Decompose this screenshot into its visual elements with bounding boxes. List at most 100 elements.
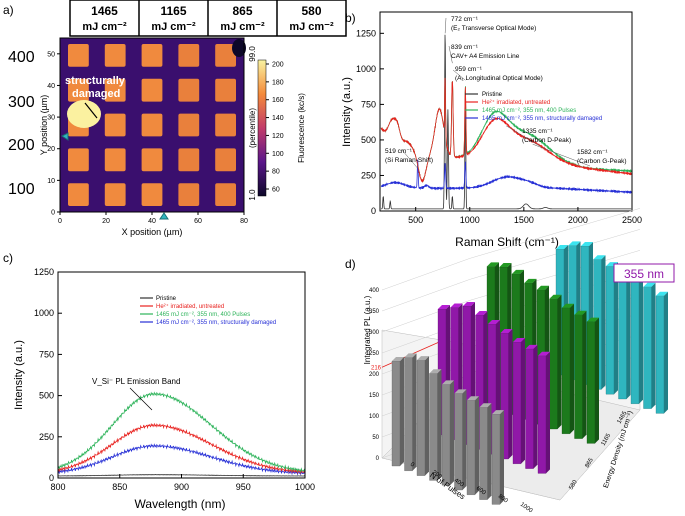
bar3d-ztick-label: 400 <box>369 288 380 294</box>
bar3d-pulse-tick-label: 600 <box>475 486 487 497</box>
pl-series-damaged <box>57 443 306 476</box>
heatmap-cell <box>178 113 200 137</box>
side-label-100: 100 <box>8 181 35 198</box>
bar3d-bar-side <box>639 275 643 404</box>
pl-ytick-label: 1000 <box>34 308 54 318</box>
bar3d-bar-top <box>568 241 581 246</box>
bar3d-bar-top <box>500 329 513 333</box>
raman-annotation-leader <box>452 69 466 81</box>
bar3d-bar <box>655 295 665 414</box>
bar3d-bar-side <box>614 262 618 395</box>
heatmap-ytick-label: 50 <box>47 51 55 58</box>
colorbar-percentile-top: 99.0 <box>248 46 257 62</box>
bar3d-bar-top <box>513 338 525 342</box>
fluence-box-1-unit: mJ cm⁻² <box>82 21 127 33</box>
pl-frame <box>57 271 306 479</box>
raman-legend-label-2: He²⁺ irradiated, untreated <box>482 99 550 106</box>
raman-annot-1335-line1: 1335 cm⁻¹ <box>522 128 553 135</box>
raman-xtick-label: 500 <box>408 215 423 225</box>
bar3d-bar-side <box>462 389 467 490</box>
raman-annotation-leader <box>444 17 447 34</box>
heatmap-xtick-label: 60 <box>194 218 202 225</box>
bar3d-bar-top <box>525 344 538 349</box>
raman-ylabel: Intensity (a.u.) <box>341 77 353 147</box>
colorbar-percentile-bottom: 1.0 <box>248 189 257 201</box>
side-label-400: 400 <box>8 49 35 66</box>
heatmap-cell <box>178 78 200 102</box>
bar3d-bar <box>512 341 522 464</box>
raman-annot-519-line1: 519 cm⁻¹ <box>385 148 413 155</box>
bar3d-bar <box>525 348 534 469</box>
bar3d-gridline <box>469 208 641 259</box>
pl-xtick-label: 1000 <box>295 482 315 492</box>
bar3d-bar-top <box>392 357 404 361</box>
heatmap-ytick-label: 40 <box>47 83 55 90</box>
heatmap-xtick-label: 40 <box>148 218 156 225</box>
pl-ytick-label: 0 <box>49 473 54 483</box>
bar3d-bar-side <box>450 380 454 486</box>
raman-legend-label-1: Pristine <box>482 92 503 98</box>
heatmap-cell <box>68 183 89 206</box>
bar3d-bar-top <box>467 396 479 401</box>
pl-xtick-label: 950 <box>236 482 251 492</box>
raman-series-400-pulses <box>380 77 632 183</box>
heatmap-cell <box>104 183 126 206</box>
raman-annot-772-line2: (E₂ Transverse Optical Mode) <box>451 25 536 32</box>
fluence-box-3-unit: mJ cm⁻² <box>220 21 265 33</box>
pl-ylabel: Intensity (a.u.) <box>13 340 25 410</box>
bar3d-bar-side <box>595 317 599 444</box>
heatmap-cell <box>68 44 89 67</box>
heatmap-xlabel: X position (µm) <box>122 227 183 237</box>
bar3d-bar-side <box>601 255 606 390</box>
raman-annot-519-line2: (Si Raman-Shift) <box>385 157 433 164</box>
raman-ytick-label: 750 <box>361 99 376 109</box>
heatmap-plot <box>59 37 246 213</box>
heatmap-xtick-label: 20 <box>102 218 110 225</box>
bar3d-bar <box>643 286 652 409</box>
raman-legend-label-4: 1465 mJ cm⁻², 355 nm, structurally damag… <box>482 116 602 122</box>
raman-annotation-leader <box>401 149 418 169</box>
pl-annotation: V_Si⁻ PL Emission Band <box>92 377 180 386</box>
pl-annotation-leader <box>129 387 153 411</box>
fluence-box-4-value: 580 <box>301 4 321 18</box>
heatmap-annotation-line2: damaged <box>72 88 120 100</box>
bar3d-bar <box>466 400 476 495</box>
bar3d-ztick-label: 50 <box>372 435 379 441</box>
bar3d-bar-top <box>438 305 450 309</box>
raman-series-damaged <box>380 159 632 194</box>
bar3d-bar-top <box>556 245 568 249</box>
bar3d-ztick-label: 200 <box>369 372 380 378</box>
pl-xtick-label: 800 <box>50 482 65 492</box>
heatmap-cell <box>104 44 126 67</box>
bar3d-bar <box>630 279 640 404</box>
heatmap-cell <box>215 78 236 102</box>
bar3d-bar-side <box>475 396 479 495</box>
pl-plot: 800 850 900 950 1000 0 250 500 750 1000 1250 <box>34 267 315 492</box>
bar3d-bar-top <box>404 353 417 358</box>
heatmap-cell <box>141 78 163 102</box>
bar3d-bar <box>404 357 413 471</box>
heatmap-cell <box>104 113 126 137</box>
heatmap-ytick-label: 20 <box>47 146 55 153</box>
raman-xtick-label: 2500 <box>622 215 642 225</box>
bar3d-bar-top <box>487 262 499 267</box>
heatmap-cell <box>104 78 126 102</box>
raman-annotation-leader <box>505 125 541 147</box>
raman-xlabel: Raman Shift (cm⁻¹) <box>455 235 559 249</box>
heatmap-annotation-line1: structurally <box>65 75 126 87</box>
bar3d-bar-top <box>417 356 429 361</box>
raman-annot-959-line2: (A₁ Longitudinal Optical Mode) <box>455 75 543 82</box>
bar3d-fluence-tick-label: 865 <box>585 457 596 469</box>
bar3d-bar <box>605 265 615 395</box>
bar3d-bar-side <box>412 353 417 471</box>
raman-annot-839-line1: 839 cm⁻¹ <box>451 44 479 51</box>
colorbar-tick-label: 120 <box>272 133 284 140</box>
bar3d-bar-top <box>538 351 550 356</box>
bar3d-bar <box>416 359 426 476</box>
colorbar: 60 80 100 120 140 160 180 200 99.0 1.0 (percent… <box>248 46 306 201</box>
pl-ytick-label: 250 <box>39 432 54 442</box>
panel-letter-d: d) <box>345 257 356 271</box>
bar3d-bar-side <box>533 344 538 469</box>
colorbar-tick-label: 100 <box>272 151 284 158</box>
bar3d-ztick-label: 100 <box>369 414 380 420</box>
